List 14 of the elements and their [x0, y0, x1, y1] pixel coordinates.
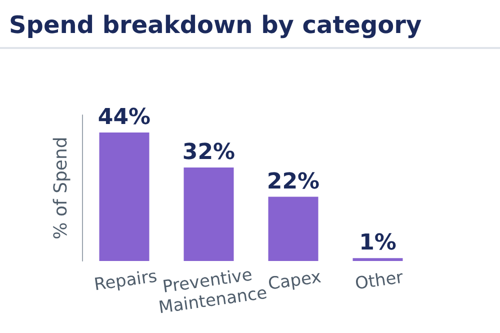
bar [99, 132, 150, 261]
bar [184, 168, 234, 261]
bar [352, 258, 403, 261]
x-tick-label: Preventive Maintenance [157, 264, 268, 318]
data-label: 44% [98, 105, 151, 130]
chart-title: Spend breakdown by category [9, 11, 422, 39]
x-tick-label: Capex [266, 267, 322, 295]
bar [268, 196, 318, 261]
data-label: 1% [359, 230, 396, 256]
x-tick-label: Repairs [92, 266, 158, 296]
data-label: 32% [182, 140, 236, 166]
y-axis-title: % of Spend [50, 136, 72, 240]
data-label: 22% [266, 169, 320, 194]
x-tick-label: Other [354, 268, 404, 294]
